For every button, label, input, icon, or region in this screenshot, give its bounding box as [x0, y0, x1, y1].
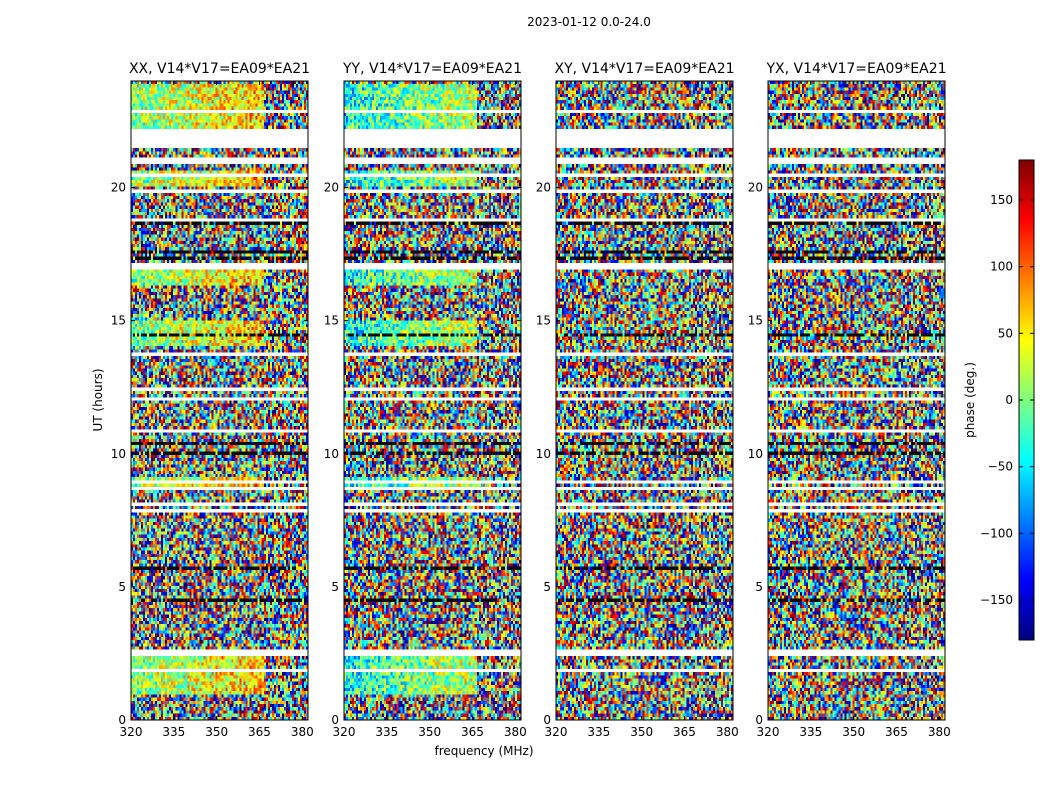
x-tick-label: 380 — [716, 725, 739, 739]
x-tick-label: 365 — [461, 725, 484, 739]
y-tick-label: 5 — [543, 580, 551, 594]
panel-frame — [130, 80, 309, 721]
x-tick-label: 350 — [418, 725, 441, 739]
x-axis-label: frequency (MHz) — [434, 744, 533, 758]
x-tick-label: 350 — [205, 725, 228, 739]
x-tick-label: 335 — [799, 725, 822, 739]
x-tick-label: 320 — [333, 725, 356, 739]
heatmap-3 — [556, 81, 733, 720]
y-tick-label: 15 — [324, 314, 339, 328]
y-tick-label: 0 — [543, 713, 551, 727]
heatmap-4 — [768, 81, 945, 720]
colorbar-tick-label: 0 — [1005, 393, 1013, 407]
panel-title: XX, V14*V17=EA09*EA21 — [129, 61, 310, 77]
panel-frame — [767, 80, 946, 721]
y-tick-label: 20 — [111, 181, 126, 195]
panel-title: YY, V14*V17=EA09*EA21 — [342, 61, 522, 77]
y-tick-label: 10 — [536, 447, 551, 461]
x-tick-label: 320 — [545, 725, 568, 739]
y-tick-label: 20 — [536, 181, 551, 195]
y-tick-label: 15 — [748, 314, 763, 328]
panel-4: YX, V14*V17=EA09*EA21 320 335 350 365 380 0 5 10… — [748, 61, 951, 739]
y-tick-label: 10 — [111, 447, 126, 461]
colorbar-tick-label: 150 — [990, 193, 1013, 207]
x-tick-label: 380 — [291, 725, 314, 739]
y-tick-label: 10 — [324, 447, 339, 461]
panels: XX, V14*V17=EA09*EA21 320 335 350 365 380 0 5 10… — [111, 61, 951, 739]
colorbar-tick-label: 100 — [990, 260, 1013, 274]
y-tick-label: 5 — [331, 580, 339, 594]
figure-title: 2023-01-12 0.0-24.0 — [527, 15, 651, 29]
panel-title: XY, V14*V17=EA09*EA21 — [554, 61, 734, 77]
x-tick-label: 320 — [757, 725, 780, 739]
x-tick-label: 335 — [162, 725, 185, 739]
colorbar-label: phase (deg.) — [963, 362, 977, 438]
y-tick-label: 10 — [748, 447, 763, 461]
y-axis-label: UT (hours) — [91, 368, 105, 431]
panel-3: XY, V14*V17=EA09*EA21 320 335 350 365 380 0 5 10… — [536, 61, 739, 739]
colorbar-tick-label: −100 — [980, 526, 1013, 540]
y-tick-label: 15 — [536, 314, 551, 328]
y-tick-label: 20 — [324, 181, 339, 195]
x-tick-label: 320 — [120, 725, 143, 739]
x-tick-label: 380 — [928, 725, 951, 739]
y-tick-label: 0 — [755, 713, 763, 727]
colorbar-tick-label: −50 — [988, 460, 1013, 474]
x-tick-label: 380 — [504, 725, 527, 739]
y-tick-label: 20 — [748, 181, 763, 195]
x-tick-label: 365 — [248, 725, 271, 739]
y-tick-label: 0 — [331, 713, 339, 727]
panel-frame — [343, 80, 522, 721]
panel-title: YX, V14*V17=EA09*EA21 — [765, 61, 946, 77]
x-tick-label: 350 — [842, 725, 865, 739]
y-tick-label: 0 — [118, 713, 126, 727]
panel-2: YY, V14*V17=EA09*EA21 320 335 350 365 380 0 5 10… — [324, 61, 527, 739]
x-tick-label: 365 — [885, 725, 908, 739]
y-tick-label: 5 — [755, 580, 763, 594]
panel-frame — [555, 80, 734, 721]
heatmap-2 — [344, 81, 521, 720]
x-tick-label: 335 — [587, 725, 610, 739]
colorbar-tick-label: 50 — [998, 326, 1013, 340]
y-tick-label: 15 — [111, 314, 126, 328]
x-tick-label: 335 — [375, 725, 398, 739]
x-tick-label: 350 — [630, 725, 653, 739]
heatmap-1 — [131, 81, 308, 720]
colorbar-tick-label: −150 — [980, 593, 1013, 607]
x-tick-label: 365 — [673, 725, 696, 739]
colorbar: 150 100 50 0 −50 −100 −150 — [980, 159, 1035, 641]
y-tick-label: 5 — [118, 580, 126, 594]
panel-1: XX, V14*V17=EA09*EA21 320 335 350 365 380 0 5 10… — [111, 61, 314, 739]
